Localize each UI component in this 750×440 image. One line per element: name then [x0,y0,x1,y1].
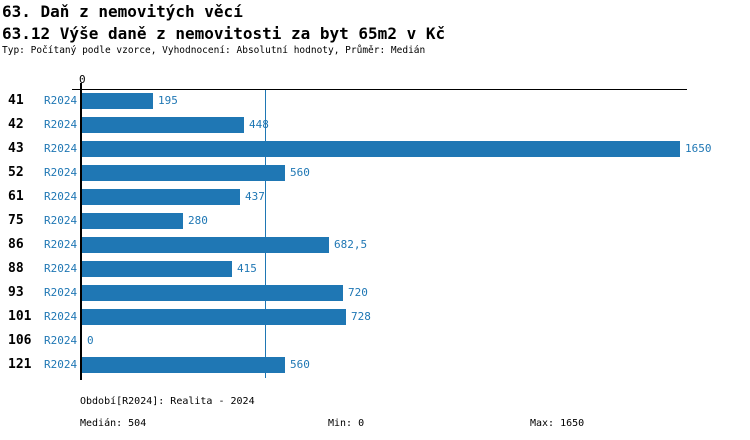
row-category-label: 93 [8,285,24,300]
bar [82,261,232,277]
row-series-label: R2024 [44,214,78,227]
row-series-label: R2024 [44,142,78,155]
bar-value-label: 560 [290,166,310,179]
row-series-label: R2024 [44,238,78,251]
row-category-label: 75 [8,213,24,228]
y-axis-line [80,83,82,380]
row-category-label: 43 [8,141,24,156]
chart-subtitle: 63.12 Výše daně z nemovitosti za byt 65m… [2,24,446,43]
bar [82,309,346,325]
bar-value-label: 720 [348,286,368,299]
bar [82,285,343,301]
bar-value-label: 0 [87,334,94,347]
chart-meta-info: Typ: Počítaný podle vzorce, Vyhodnocení:… [2,45,426,56]
footer-period: Období[R2024]: Realita - 2024 [80,396,255,407]
bar-value-label: 415 [237,262,257,275]
bar-value-label: 448 [249,118,269,131]
median-reference-line [265,90,266,378]
row-series-label: R2024 [44,166,78,179]
bar-value-label: 195 [158,94,178,107]
bar [82,141,680,157]
footer-min: Min: 0 [328,418,365,429]
footer-max: Max: 1650 [530,418,585,429]
row-series-label: R2024 [44,118,78,131]
bar-value-label: 280 [188,214,208,227]
bar-value-label: 437 [245,190,265,203]
row-series-label: R2024 [44,190,78,203]
bar [82,117,244,133]
bar-value-label: 728 [351,310,371,323]
row-series-label: R2024 [44,358,78,371]
bar [82,213,183,229]
row-series-label: R2024 [44,310,78,323]
footer-median: Medián: 504 [80,418,147,429]
row-series-label: R2024 [44,286,78,299]
bar [82,93,153,109]
row-category-label: 106 [8,333,32,348]
bar-value-label: 1650 [685,142,712,155]
row-series-label: R2024 [44,334,78,347]
bar [82,165,285,181]
bar-value-label: 682,5 [334,238,368,251]
bar [82,189,240,205]
bar [82,357,285,373]
row-category-label: 61 [8,189,24,204]
row-category-label: 101 [8,309,32,324]
x-axis-zero-tick-label: 0 [79,73,86,86]
page-title: 63. Daň z nemovitých věcí [2,2,243,21]
row-series-label: R2024 [44,94,78,107]
row-series-label: R2024 [44,262,78,275]
row-category-label: 88 [8,261,24,276]
row-category-label: 121 [8,357,32,372]
bar-value-label: 560 [290,358,310,371]
row-category-label: 41 [8,93,24,108]
row-category-label: 42 [8,117,24,132]
bar [82,237,329,253]
row-category-label: 52 [8,165,24,180]
row-category-label: 86 [8,237,24,252]
x-axis-line [72,89,687,90]
